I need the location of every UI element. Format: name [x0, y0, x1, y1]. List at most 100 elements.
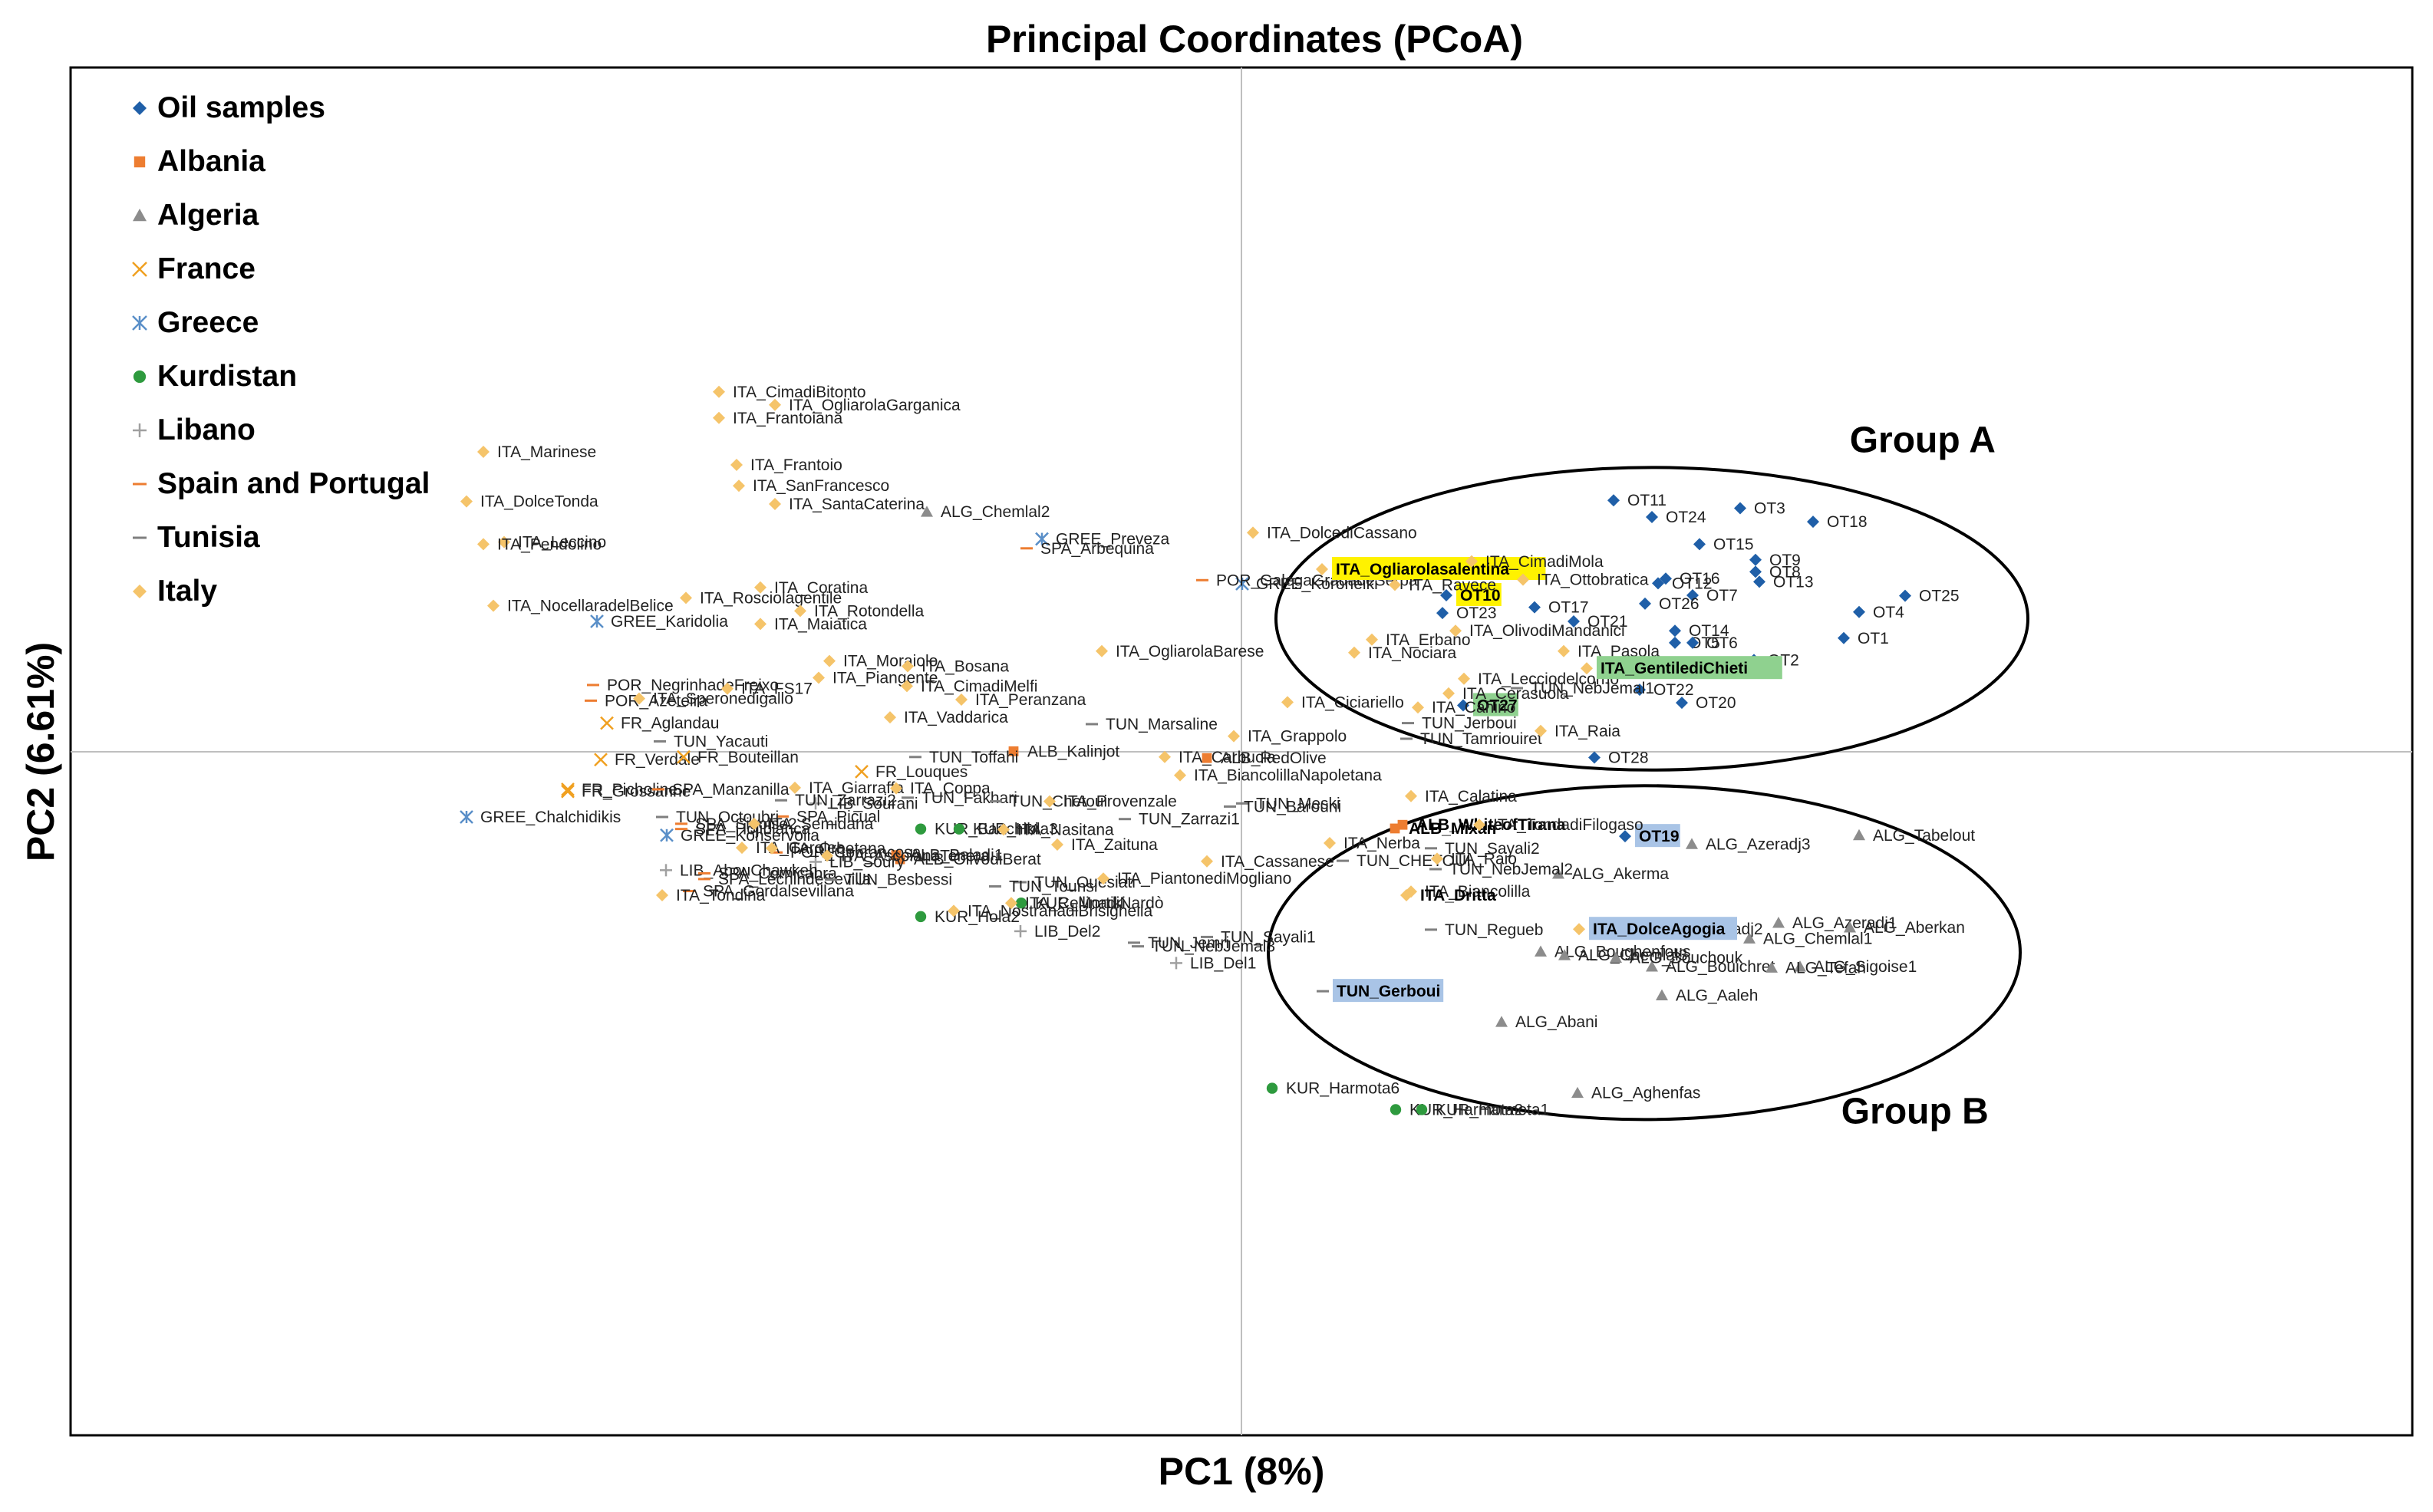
legend-entry-tunisia: Tunisia: [157, 521, 260, 554]
point-alg-tabelout: [1853, 828, 1865, 841]
point-ot16: [1660, 572, 1672, 585]
point-ot25: [1899, 589, 1911, 602]
point-ita-biancolillanapoletana: [1174, 769, 1186, 782]
point-label-ot24: OT24: [1666, 509, 1706, 526]
point-label-fr-verdale: FR_Verdale: [615, 751, 700, 769]
point-label-tun-jemri: TUN_Jemri: [1148, 934, 1229, 952]
point-ita-olivodimandanici: [1449, 624, 1462, 637]
point-label-ita-speronedigallo: ITA_Speronedigallo: [653, 690, 793, 708]
point-ita-cassanese: [1201, 855, 1213, 868]
point-label-tun-gerboui: TUN_Gerboui: [1337, 983, 1440, 1000]
point-ita-sanfrancesco: [733, 479, 745, 492]
point-label-tun-chetoui: TUN_CHETOUI: [1357, 852, 1471, 870]
point-label-tun-sayali1: TUN_Sayali1: [1221, 928, 1316, 946]
point-label-tun-tounsi: TUN_Tounsi: [1009, 878, 1098, 895]
point-label-ita-cimadimelfi: ITA_CimadiMelfi: [921, 677, 1037, 695]
legend-marker-italy: [133, 585, 147, 598]
point-label-ita-fs17: ITA_FS17: [741, 680, 813, 698]
point-label-ita-raio: ITA_Raio: [1451, 850, 1517, 868]
point-ita-cimadibitonto: [713, 385, 725, 398]
point-ita-lecciodelcorno: [1458, 672, 1470, 685]
point-label-ita-ascolanatenera: ITA_AscolanaTenera: [841, 847, 990, 865]
point-label-ot26: OT26: [1659, 595, 1699, 613]
y-axis-label: PC2 (6.61%): [19, 642, 62, 861]
point-label-tun-jerboui: TUN_Jerboui: [1422, 715, 1517, 733]
point-ita-fs17: [721, 682, 734, 695]
point-ita-nerba: [1324, 837, 1336, 849]
x-axis-label: PC1 (8%): [1159, 1450, 1325, 1493]
point-label-gree-karidolia: GREE_Karidolia: [611, 613, 728, 631]
point-label-ita-cassanese: ITA_Cassanese: [1221, 853, 1334, 871]
point-label-ita-pasola: ITA_Pasola: [1577, 643, 1660, 660]
point-kur-hola2: [915, 911, 927, 923]
point-label-ita-santacaterina: ITA_SantaCaterina: [789, 496, 925, 513]
legend-entry-kurdistan: Kurdistan: [157, 360, 297, 393]
label-highlight-ot19: [1635, 824, 1680, 848]
point-label-alg-abani: ALG_Abani: [1515, 1013, 1597, 1031]
point-ot6: [1686, 636, 1699, 649]
point-label-kur-mortiki: KUR_Mortiki: [1035, 894, 1126, 912]
point-label-alg-aghenfas: ALG_Aghenfas: [1591, 1085, 1700, 1102]
point-ot11: [1607, 494, 1620, 507]
point-ita-provenzale: [1043, 795, 1056, 808]
point-ita-grappolo: [1228, 730, 1240, 743]
point-label-ita-biancolilla: ITA_Biancolilla: [1425, 883, 1531, 901]
point-ita-calatina: [1405, 789, 1417, 802]
point-label-tun-sayali2: TUN_Sayali2: [1445, 840, 1540, 858]
group-ellipses: Group A Group B: [1267, 420, 2029, 1132]
point-label-ita-provenzale: ITA_Provenzale: [1063, 793, 1177, 811]
point-ita-raia: [1535, 724, 1547, 737]
point-ita-ogliarolasalentina: [1316, 563, 1328, 575]
point-ot10: [1440, 589, 1452, 601]
point-ita-coratina: [754, 581, 766, 594]
point-label-kur-harmota6: KUR_Harmota6: [1286, 1080, 1399, 1098]
point-label-alg-aaleh: ALG_Aaleh: [1676, 987, 1758, 1005]
point-ita-santacaterina: [769, 498, 781, 510]
point-ot4: [1853, 605, 1865, 618]
point-label-kur-hola3: KUR_Hola3: [973, 821, 1058, 838]
point-label-ot7: OT7: [1706, 587, 1738, 604]
group-label-group-b: Group B: [1841, 1091, 1989, 1132]
point-ita-pasola: [1558, 644, 1570, 657]
point-label-ita-leccino: ITA_Leccino: [518, 534, 606, 552]
point-ot13: [1753, 575, 1765, 588]
point-label-ot27: OT27: [1477, 697, 1518, 714]
point-label-ita-dritta: ITA_Dritta: [1420, 887, 1496, 904]
point-label-ita-peranzana: ITA_Peranzana: [975, 691, 1086, 709]
point-alg-aberkan: [1844, 921, 1856, 933]
point-label-ita-semidana: ITA_Semidana: [768, 815, 874, 833]
point-label-alg-akerma: ALG_Akerma: [1572, 865, 1669, 883]
point-ita-nasitana: [997, 823, 1010, 836]
point-label-ita-nasitana: ITA_Nasitana: [1017, 821, 1114, 838]
point-label-ita-dolcetonda: ITA_DolceTonda: [480, 493, 598, 511]
point-label-ita-cimadibitonto: ITA_CimadiBitonto: [733, 384, 866, 401]
point-ita-coppa: [890, 782, 902, 795]
point-label-spa-manzanilla: SPA_Manzanilla: [672, 781, 790, 799]
point-ita-nostranadibrisighella: [948, 904, 960, 917]
point-label-ot13: OT13: [1773, 573, 1814, 591]
point-lib-soury: [809, 855, 822, 868]
point-label-ot9: OT9: [1769, 552, 1801, 569]
point-label-ot4: OT4: [1873, 604, 1904, 621]
point-ita-marinese: [477, 446, 490, 458]
point-label-ot21: OT21: [1587, 613, 1628, 631]
point-label-fr-aglandau: FR_Aglandau: [621, 715, 719, 733]
label-highlight-ita-ogliarolasalentina: [1332, 557, 1546, 580]
point-label-ita-tondadifilogaso: ITA_TondadiFilogaso: [1493, 816, 1643, 834]
point-lib-del2: [1014, 924, 1027, 937]
point-ita-dolcetonda: [460, 495, 473, 508]
point-gree-chalchidikis: [460, 810, 473, 824]
point-ita-ravece: [1389, 578, 1401, 591]
point-label-tun-nebjemal2: TUN_NebJemal2: [1449, 861, 1573, 878]
point-label-ita-nostranadibrisighella: ITA_NostranadiBrisighella: [968, 902, 1153, 920]
point-gree-konservolia: [660, 828, 674, 842]
group-ellipse-group-b: [1267, 784, 2022, 1122]
point-alg-aghenfas: [1571, 1086, 1584, 1099]
point-alg-azeradj1: [1772, 917, 1785, 928]
legend-entry-spain-and-portugal: Spain and Portugal: [157, 467, 430, 500]
point-ita-orbetana: [766, 842, 778, 855]
point-label-spa-arbequina: SPA_Arbequina: [1040, 540, 1154, 558]
legend-entry-greece: Greece: [157, 306, 259, 339]
